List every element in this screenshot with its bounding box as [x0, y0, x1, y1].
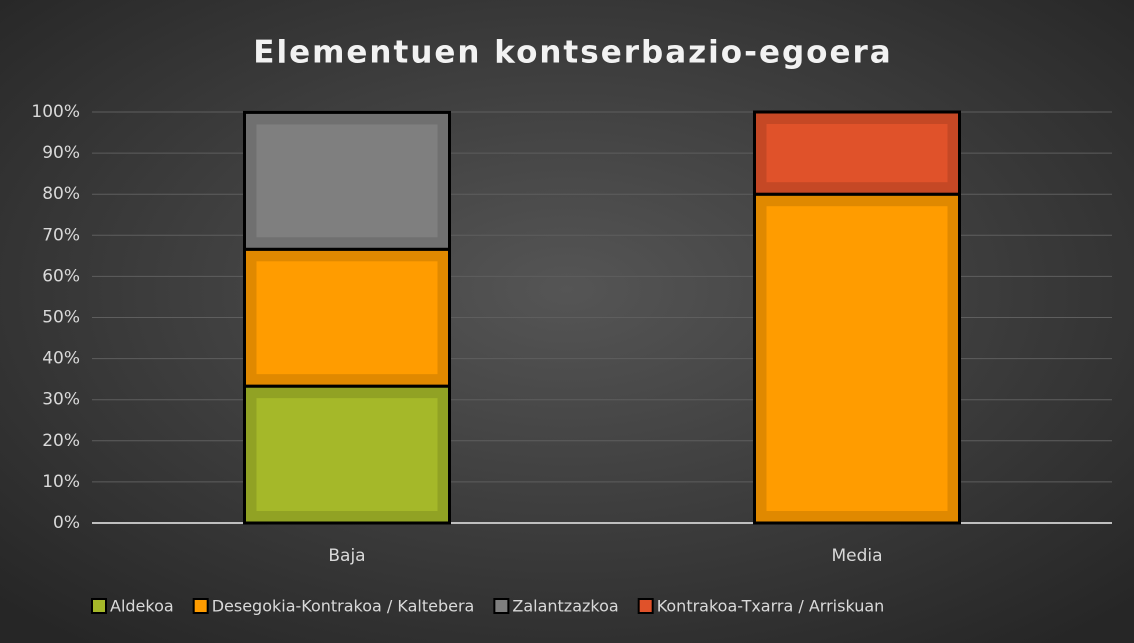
legend-swatch: [493, 598, 510, 614]
bar-segment-highlight: [256, 124, 438, 238]
y-tick-label: 90%: [42, 143, 80, 163]
x-tick-label: Baja: [328, 546, 365, 566]
bar-segment-highlight: [256, 261, 438, 375]
legend-label: Aldekoa: [110, 597, 174, 616]
legend-swatch: [637, 598, 654, 614]
y-tick-label: 60%: [42, 266, 80, 286]
legend-label: Desegokia-Kontrakoa / Kaltebera: [212, 597, 475, 616]
y-tick-label: 20%: [42, 431, 80, 451]
bar-segment-highlight: [766, 124, 948, 183]
y-tick-label: 30%: [42, 390, 80, 410]
legend-swatch: [91, 598, 107, 614]
legend-label: Zalantzazkoa: [512, 597, 618, 616]
legend-label: Kontrakoa-Txarra / Arriskuan: [657, 597, 885, 616]
bar-segment-highlight: [766, 206, 948, 511]
y-tick-label: 40%: [42, 349, 80, 369]
legend-swatch: [192, 598, 209, 614]
x-tick-label: Media: [831, 546, 882, 566]
chart-title: Elementuen kontserbazio-egoera: [253, 35, 892, 71]
y-tick-label: 70%: [42, 225, 80, 245]
y-tick-label: 50%: [42, 308, 80, 328]
y-tick-label: 0%: [53, 513, 80, 533]
bar-segment-highlight: [256, 398, 438, 511]
y-tick-label: 100%: [31, 102, 80, 122]
y-tick-label: 10%: [42, 472, 80, 492]
y-tick-label: 80%: [42, 184, 80, 204]
